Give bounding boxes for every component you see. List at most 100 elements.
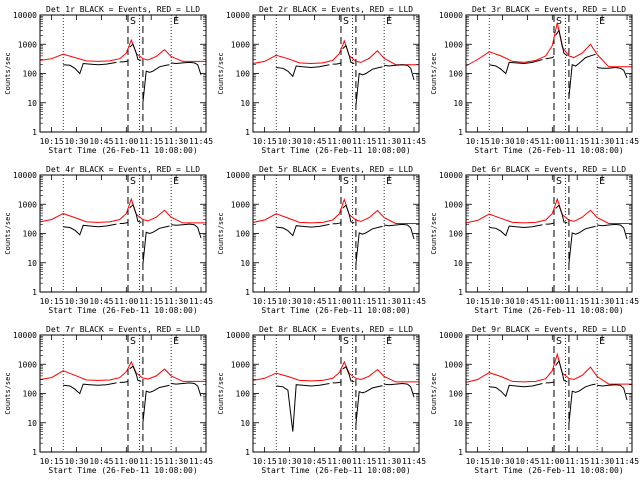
x-tick-label: 10:45 <box>515 457 539 466</box>
x-axis-label: Start Time (26-Feb-11 10:08:00) <box>261 146 410 155</box>
detector-panel: Det 8r BLACK = Events, RED = LLD S E 1 10 100… <box>217 325 426 475</box>
x-tick-label: 10:15 <box>40 457 64 466</box>
end-marker-label: E <box>599 336 605 347</box>
events-series-segment <box>142 225 170 265</box>
y-axis-label: Counts/sec <box>217 372 225 414</box>
panel-title: Det 2r BLACK = Events, RED = LLD <box>259 5 413 14</box>
end-marker-label: E <box>599 176 605 187</box>
y-tick-label: 1000 <box>231 360 250 369</box>
events-series-segment <box>545 56 555 60</box>
x-tick-label: 11:15 <box>352 457 376 466</box>
y-axis-label: Counts/sec <box>4 52 12 94</box>
y-tick-label: 1 <box>32 288 37 297</box>
x-tick-label: 11:00 <box>540 297 564 306</box>
events-series-segment <box>171 382 202 397</box>
end-marker-label: E <box>386 16 392 27</box>
start-marker-label: S <box>556 16 562 27</box>
events-series-segment <box>119 60 129 63</box>
events-series-segment <box>568 53 596 98</box>
events-series-segment <box>332 381 342 384</box>
end-marker-label: E <box>386 176 392 187</box>
x-tick-label: 10:30 <box>490 297 514 306</box>
detector-panel: Det 1r BLACK = Events, RED = LLD S E 1 10 100… <box>4 5 213 155</box>
x-tick-label: 10:45 <box>302 457 326 466</box>
y-axis-label: Counts/sec <box>4 212 12 254</box>
x-tick-label: 11:45 <box>402 457 426 466</box>
x-tick-label: 11:15 <box>352 137 376 146</box>
x-tick-label: 10:30 <box>490 457 514 466</box>
x-tick-label: 11:00 <box>540 137 564 146</box>
lld-series-line <box>465 197 632 224</box>
events-series-segment <box>597 223 628 240</box>
events-series-segment <box>597 66 628 79</box>
x-tick-label: 11:45 <box>615 297 639 306</box>
x-tick-label: 11:30 <box>164 137 188 146</box>
events-series-segment <box>332 62 342 65</box>
y-tick-label: 100 <box>236 230 251 239</box>
y-axis-label: Counts/sec <box>217 212 225 254</box>
lld-series-line <box>39 38 206 62</box>
events-series-segment <box>555 204 568 224</box>
x-tick-label: 11:45 <box>402 297 426 306</box>
events-series-segment <box>276 64 330 78</box>
y-tick-label: 100 <box>23 230 38 239</box>
x-tick-label: 11:00 <box>327 297 351 306</box>
x-tick-label: 10:15 <box>253 457 277 466</box>
y-tick-label: 1000 <box>18 40 37 49</box>
plot-frame <box>39 334 207 453</box>
x-tick-label: 10:45 <box>302 297 326 306</box>
events-series-segment <box>63 61 117 75</box>
x-tick-label: 11:15 <box>352 297 376 306</box>
events-series-segment <box>171 223 202 239</box>
events-series-segment <box>142 384 170 423</box>
x-tick-label: 10:30 <box>64 137 88 146</box>
y-tick-label: 1 <box>458 128 463 137</box>
x-tick-label: 11:45 <box>189 457 213 466</box>
x-tick-label: 10:30 <box>490 137 514 146</box>
plot-frame <box>39 14 207 133</box>
events-series-segment <box>555 29 568 57</box>
x-tick-label: 10:30 <box>277 137 301 146</box>
events-series-segment <box>129 365 142 382</box>
x-tick-label: 11:15 <box>565 137 589 146</box>
lld-series-line <box>465 22 632 68</box>
y-tick-label: 10 <box>27 259 37 268</box>
events-series-segment <box>119 221 129 224</box>
x-tick-label: 11:00 <box>114 297 138 306</box>
plot-frame <box>465 174 633 293</box>
end-marker-label: E <box>173 16 179 27</box>
events-series-segment <box>355 385 383 425</box>
y-tick-label: 100 <box>236 390 251 399</box>
events-series-segment <box>342 204 355 224</box>
lld-series-line <box>39 360 206 382</box>
y-tick-label: 10000 <box>13 331 37 340</box>
detector-panel: Det 6r BLACK = Events, RED = LLD S E 1 10 100… <box>430 165 639 315</box>
y-tick-label: 10 <box>240 419 250 428</box>
x-tick-label: 10:30 <box>64 297 88 306</box>
lld-series-line <box>465 352 632 385</box>
y-tick-label: 10000 <box>226 11 250 20</box>
x-axis-label: Start Time (26-Feb-11 10:08:00) <box>48 306 197 315</box>
y-tick-label: 100 <box>449 70 464 79</box>
events-series-segment <box>129 43 142 61</box>
x-tick-label: 11:45 <box>615 457 639 466</box>
start-marker-label: S <box>130 336 136 347</box>
lld-series-line <box>252 39 419 66</box>
x-tick-label: 11:30 <box>164 297 188 306</box>
detector-panel: Det 9r BLACK = Events, RED = LLD S E 1 10 100… <box>430 325 639 475</box>
events-series-segment <box>342 44 355 64</box>
x-tick-label: 10:30 <box>277 297 301 306</box>
events-series-segment <box>384 382 415 398</box>
x-tick-label: 11:45 <box>189 297 213 306</box>
x-tick-label: 11:00 <box>327 457 351 466</box>
y-tick-label: 1000 <box>231 40 250 49</box>
y-tick-label: 10 <box>453 419 463 428</box>
events-series-segment <box>171 61 202 75</box>
events-series-segment <box>384 223 415 240</box>
y-tick-label: 1 <box>245 128 250 137</box>
y-axis-label: Counts/sec <box>430 212 438 254</box>
y-tick-label: 1000 <box>18 200 37 209</box>
start-marker-label: S <box>556 336 562 347</box>
events-series-segment <box>555 359 568 383</box>
start-marker-label: S <box>130 176 136 187</box>
